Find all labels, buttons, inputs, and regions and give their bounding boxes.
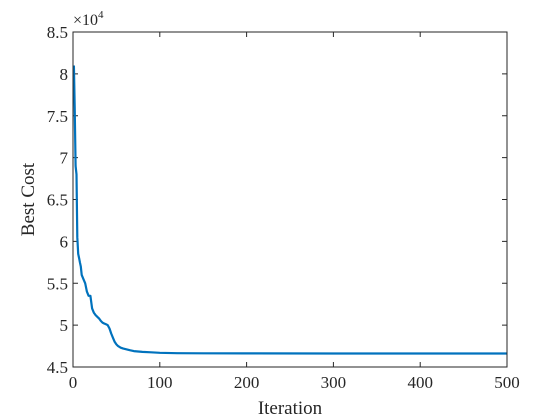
y-tick-label: 5.5 bbox=[47, 274, 68, 293]
multiplier-base: ×10 bbox=[73, 12, 98, 29]
y-tick-label: 5 bbox=[60, 316, 69, 335]
y-axis-multiplier: ×104 bbox=[73, 9, 104, 29]
y-tick-label: 6 bbox=[60, 232, 69, 251]
y-axis-label: Best Cost bbox=[18, 162, 39, 236]
tick-layer: 0 100 200 300 400 500 4.5 5 5.5 6 6.5 7 7.5 8 8.5 bbox=[47, 23, 520, 392]
y-tick-label: 8 bbox=[60, 65, 69, 84]
y-tick-label: 4.5 bbox=[47, 358, 68, 377]
multiplier-exponent: 4 bbox=[98, 9, 104, 21]
y-tick-label: 7 bbox=[60, 149, 69, 168]
x-axis-label: Iteration bbox=[258, 398, 323, 419]
x-tick-label: 0 bbox=[69, 373, 78, 392]
x-tick-label: 100 bbox=[147, 373, 173, 392]
x-tick-label: 500 bbox=[494, 373, 520, 392]
x-tick-label: 300 bbox=[321, 373, 347, 392]
x-tick-label: 200 bbox=[234, 373, 260, 392]
y-tick-label: 8.5 bbox=[47, 23, 68, 42]
plot-area-box bbox=[72, 31, 508, 368]
x-tick-label: 400 bbox=[407, 373, 433, 392]
y-tick-label: 7.5 bbox=[47, 107, 68, 126]
y-tick-label: 6.5 bbox=[47, 191, 68, 210]
best-cost-line bbox=[72, 65, 507, 355]
